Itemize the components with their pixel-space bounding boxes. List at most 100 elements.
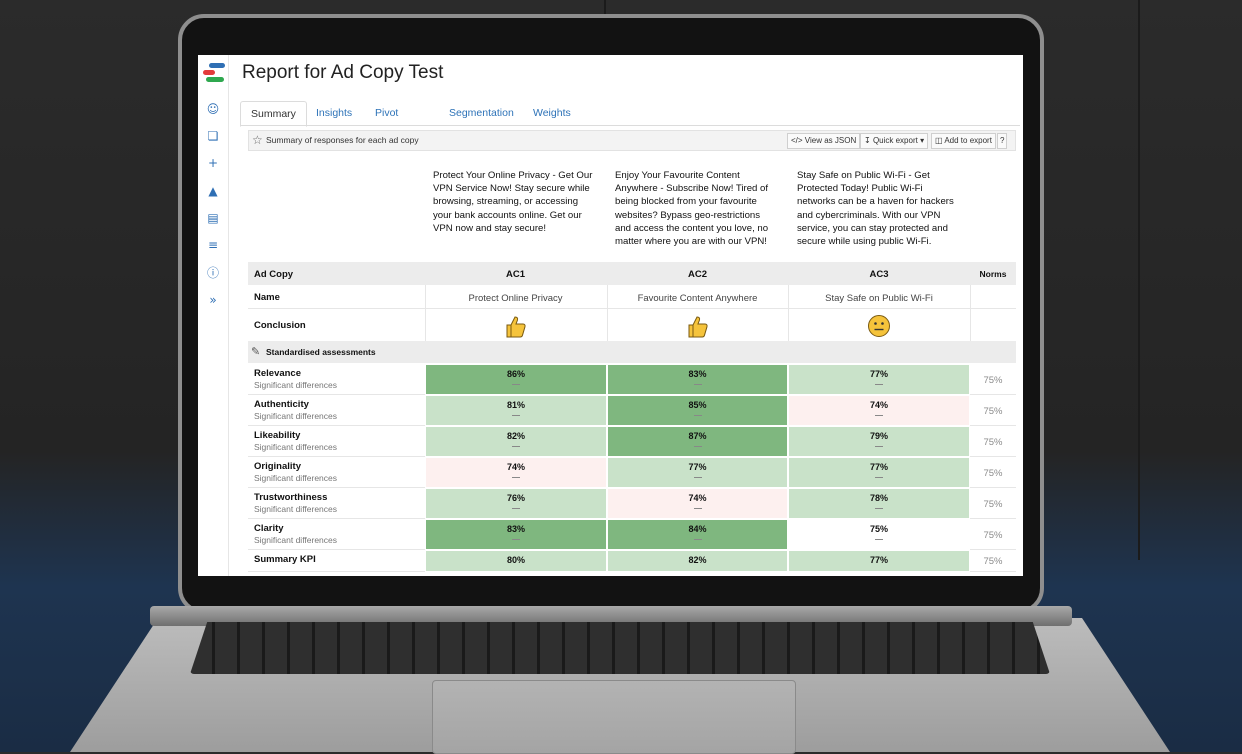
metric-label: Likeability <box>254 430 301 441</box>
metric-cell[interactable] <box>425 395 607 426</box>
metric-cell[interactable] <box>425 488 607 519</box>
metric-cell[interactable] <box>607 395 788 426</box>
column-divider <box>425 285 426 341</box>
name-ac2: Favourite Content Anywhere <box>637 293 758 304</box>
metric-value: 80% <box>506 555 525 565</box>
thumbs-up-icon <box>506 316 526 338</box>
column-divider <box>607 285 608 341</box>
row-name-label: Name <box>254 292 280 303</box>
quick-export-button[interactable]: ↧ Quick export ▾ <box>860 133 929 149</box>
metric-cell[interactable] <box>607 457 788 488</box>
user-icon[interactable]: ☺ <box>206 102 220 116</box>
metric-sublabel: Significant differences <box>254 473 338 483</box>
tab-segmentation[interactable]: Segmentation <box>449 107 514 119</box>
metric-value: 74% <box>688 493 707 503</box>
metric-cell[interactable] <box>788 550 970 572</box>
plus-icon[interactable]: + <box>207 156 219 170</box>
edit-icon: ✎ <box>251 345 261 358</box>
metric-value: 84% <box>688 524 707 534</box>
expand-icon[interactable]: » <box>209 293 217 307</box>
metric-cell[interactable] <box>425 457 607 488</box>
metric-value: 79% <box>869 431 888 441</box>
view-json-label: View as JSON <box>804 136 857 145</box>
tab-summary[interactable]: Summary <box>240 101 307 127</box>
layers-icon[interactable]: ❏ <box>207 129 219 143</box>
metric-cell[interactable] <box>607 426 788 457</box>
list-icon[interactable]: ≡ <box>207 238 219 252</box>
star-icon[interactable]: ☆ <box>252 133 263 147</box>
dash-marker <box>512 539 520 540</box>
metric-cell[interactable] <box>788 457 970 488</box>
app-screen: ☺ ❏ + ▲ ▤ ≡ ⓘ » Report for Ad Copy Test … <box>198 55 1023 576</box>
tab-insights[interactable]: Insights <box>316 107 353 119</box>
laptop-hinge <box>150 606 1072 626</box>
metric-value: 77% <box>869 555 888 565</box>
ad-copy-text-ac2: Enjoy Your Favourite Content Anywhere - … <box>615 170 769 248</box>
metric-sublabel: Significant differences <box>254 535 338 545</box>
metric-cell[interactable] <box>607 488 788 519</box>
metric-sublabel: Significant differences <box>254 380 338 390</box>
metric-value: 87% <box>688 431 707 441</box>
page-title: Report for Ad Copy Test <box>242 62 444 83</box>
help-icon[interactable]: ⓘ <box>206 266 219 280</box>
metric-cell[interactable] <box>607 519 788 550</box>
metric-value: 83% <box>506 524 525 534</box>
norm-value: 75% <box>983 437 1003 448</box>
metric-cell[interactable] <box>607 550 788 572</box>
add-to-export-button[interactable]: ◫ Add to export <box>931 133 996 149</box>
metric-value: 75% <box>869 524 888 534</box>
section-header-row <box>248 341 1016 363</box>
name-ac3: Stay Safe on Public Wi-Fi <box>825 293 933 304</box>
header-ac1: AC1 <box>505 269 525 280</box>
tab-divider <box>240 125 1020 126</box>
metric-cell[interactable] <box>788 488 970 519</box>
section-title: Standardised assessments <box>266 347 376 357</box>
header-ad-copy: Ad Copy <box>254 269 294 280</box>
metric-label: Trustworthiness <box>254 492 328 503</box>
norm-value: 75% <box>983 468 1003 479</box>
thumbs-up-icon <box>688 316 708 338</box>
metric-sublabel: Significant differences <box>254 442 338 452</box>
metric-cell[interactable] <box>788 364 970 395</box>
dash-marker <box>693 508 702 509</box>
tab-pivot-tables[interactable]: Pivot tables <box>375 107 403 143</box>
ad-copy-text-ac1: Protect Your Online Privacy - Get Our VP… <box>433 170 593 234</box>
dash-marker <box>693 415 702 416</box>
metric-label: Originality <box>254 461 301 472</box>
dash-marker <box>875 477 883 478</box>
metric-cell[interactable] <box>425 550 607 572</box>
metric-label: Summary KPI <box>254 554 316 565</box>
metric-cell[interactable] <box>607 364 788 395</box>
metric-label: Relevance <box>254 368 302 379</box>
metric-cell[interactable] <box>788 426 970 457</box>
tab-weights[interactable]: Weights <box>533 107 571 119</box>
dash-marker <box>512 508 520 509</box>
dash-marker <box>693 477 702 478</box>
metric-value: 77% <box>869 369 888 379</box>
norm-value: 75% <box>983 556 1003 567</box>
help-button[interactable]: ? <box>997 133 1008 149</box>
metric-value: 85% <box>688 400 707 410</box>
metric-cell[interactable] <box>425 426 607 457</box>
book-icon[interactable]: ▤ <box>207 211 219 225</box>
panel-header: ☆ Summary of responses for each ad copy … <box>248 130 1016 151</box>
metric-value: 77% <box>688 462 707 472</box>
metric-value: 78% <box>869 493 888 503</box>
metric-value: 82% <box>688 555 707 565</box>
keyboard <box>190 622 1050 674</box>
norm-value: 75% <box>983 499 1003 510</box>
neutral-face-icon <box>868 315 890 337</box>
dash-marker <box>875 539 883 540</box>
column-divider <box>788 285 789 341</box>
quick-export-label: Quick export <box>872 136 918 145</box>
norm-value: 75% <box>983 530 1003 541</box>
header-norms: Norms <box>979 269 1007 279</box>
dash-marker <box>875 508 883 509</box>
view-json-button[interactable]: </> View as JSON <box>787 133 861 149</box>
metric-value: 86% <box>506 369 525 379</box>
metric-cell[interactable] <box>425 364 607 395</box>
metric-cell[interactable] <box>788 395 970 426</box>
metric-cell[interactable] <box>425 519 607 550</box>
metric-cell[interactable] <box>788 519 970 550</box>
flask-icon[interactable]: ▲ <box>208 184 218 198</box>
